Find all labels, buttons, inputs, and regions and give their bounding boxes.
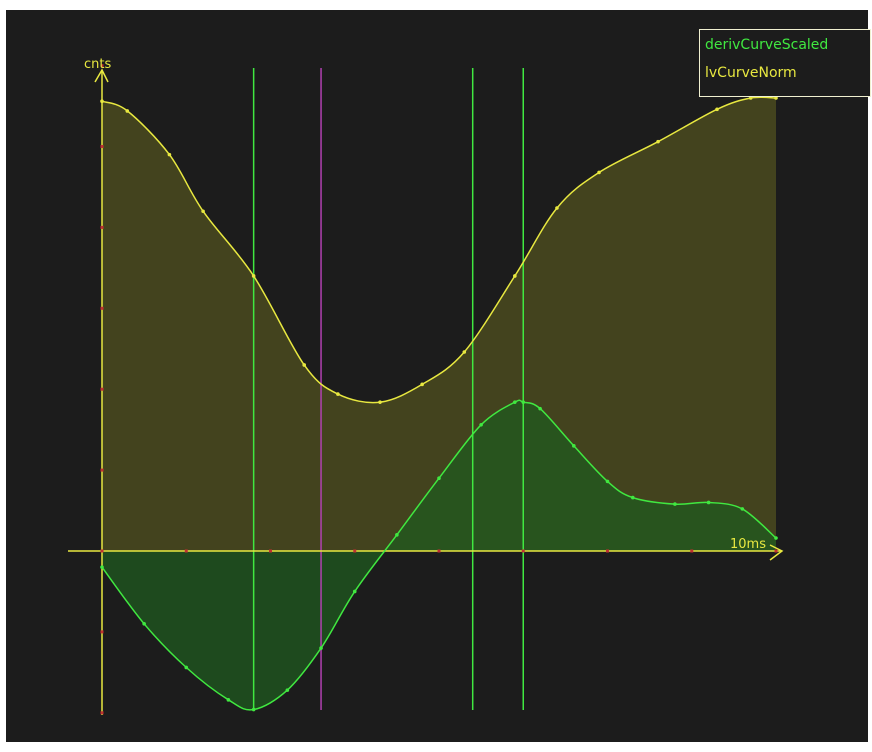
- x-tick-2: [269, 549, 272, 553]
- point-derivCurveScaled-12: [521, 400, 526, 404]
- point-derivCurveScaled-13: [538, 406, 542, 411]
- point-lvCurveNorm-15: [748, 96, 753, 100]
- point-lvCurveNorm-1: [125, 109, 130, 113]
- point-derivCurveScaled-8: [395, 533, 399, 537]
- point-lvCurveNorm-14: [715, 107, 719, 112]
- legend: derivCurveScaled lvCurveNorm: [699, 29, 871, 97]
- point-lvCurveNorm-8: [420, 382, 424, 387]
- plot-area: cnts 10ms derivCurveScaled lvCurveNorm: [6, 10, 871, 742]
- point-derivCurveScaled-18: [706, 500, 711, 505]
- point-lvCurveNorm-0: [100, 99, 104, 104]
- point-lvCurveNorm-13: [656, 139, 660, 144]
- point-derivCurveScaled-3: [226, 698, 231, 702]
- point-lvCurveNorm-2: [167, 152, 172, 157]
- line-derivCurveScaled: [101, 399, 777, 711]
- series-lines: [100, 96, 778, 712]
- y-tick-5: [100, 306, 104, 310]
- point-derivCurveScaled-11: [513, 400, 517, 404]
- point-derivCurveScaled-9: [437, 476, 441, 480]
- point-derivCurveScaled-1: [142, 622, 146, 626]
- point-lvCurveNorm-6: [336, 392, 340, 396]
- point-derivCurveScaled-14: [572, 444, 576, 448]
- x-tick-8: [774, 549, 778, 553]
- point-lvCurveNorm-16: [774, 96, 778, 100]
- y-tick-6: [100, 225, 104, 229]
- point-lvCurveNorm-7: [378, 400, 382, 404]
- point-lvCurveNorm-5: [302, 363, 307, 367]
- vertical-markers: [252, 68, 524, 710]
- point-derivCurveScaled-6: [319, 646, 323, 650]
- point-derivCurveScaled-16: [630, 495, 635, 500]
- x-tick-7: [690, 549, 694, 553]
- point-derivCurveScaled-17: [673, 502, 677, 506]
- point-derivCurveScaled-7: [352, 589, 357, 594]
- y-tick-1: [100, 630, 104, 634]
- legend-entry-derivCurveScaled: derivCurveScaled: [705, 37, 829, 53]
- chart: cnts 10ms: [68, 57, 784, 715]
- axes: [68, 64, 784, 715]
- y-tick-8: [100, 64, 104, 68]
- point-derivCurveScaled-10: [479, 423, 483, 427]
- x-axis-arrow: [769, 544, 784, 561]
- y-tick-3: [100, 468, 104, 472]
- point-derivCurveScaled-2: [184, 665, 189, 670]
- point-derivCurveScaled-5: [285, 688, 290, 692]
- y-tick-4: [100, 387, 104, 391]
- point-lvCurveNorm-11: [555, 206, 559, 210]
- x-tick-3: [353, 549, 357, 553]
- x-axis-label: 10ms: [730, 537, 766, 552]
- area-derivCurveScaled: [102, 400, 776, 710]
- point-derivCurveScaled-4: [251, 707, 256, 712]
- series-fills: [102, 97, 776, 710]
- x-tick-4: [437, 549, 441, 553]
- y-tick-2: [100, 549, 104, 553]
- point-lvCurveNorm-9: [462, 350, 467, 354]
- y-tick-0: [100, 711, 104, 715]
- legend-entry-lvCurveNorm: lvCurveNorm: [705, 65, 797, 81]
- y-tick-7: [100, 145, 104, 149]
- x-tick-5: [521, 549, 525, 553]
- point-lvCurveNorm-4: [251, 274, 256, 278]
- point-lvCurveNorm-12: [597, 170, 601, 175]
- y-axis-label: cnts: [84, 57, 111, 72]
- area-lvCurveNorm: [102, 97, 776, 552]
- point-derivCurveScaled-15: [605, 479, 610, 484]
- point-derivCurveScaled-19: [740, 507, 745, 511]
- point-derivCurveScaled-0: [100, 565, 104, 569]
- point-lvCurveNorm-10: [513, 274, 517, 278]
- x-tick-6: [606, 549, 609, 553]
- point-lvCurveNorm-3: [201, 209, 205, 214]
- y-axis-arrow: [94, 68, 109, 83]
- x-tick-1: [184, 549, 188, 553]
- point-derivCurveScaled-20: [774, 536, 778, 540]
